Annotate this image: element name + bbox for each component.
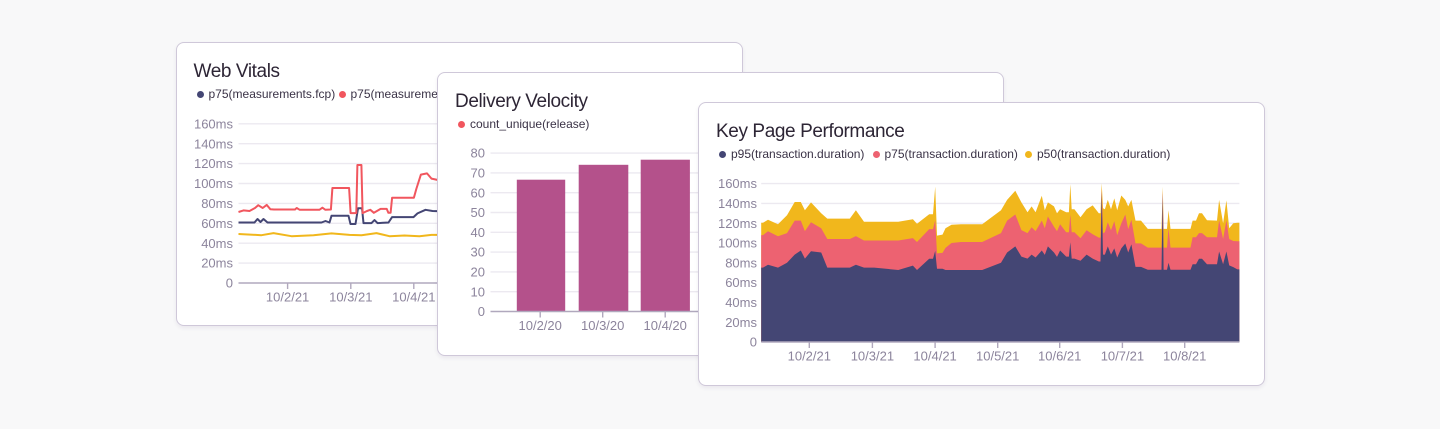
svg-text:100ms: 100ms — [718, 236, 758, 251]
svg-text:0: 0 — [225, 276, 232, 291]
svg-text:20ms: 20ms — [725, 315, 757, 330]
svg-text:40ms: 40ms — [725, 295, 757, 310]
svg-text:120ms: 120ms — [193, 156, 233, 171]
svg-text:20ms: 20ms — [201, 256, 233, 271]
svg-text:70: 70 — [471, 166, 485, 181]
svg-text:10/8/21: 10/8/21 — [1163, 349, 1206, 364]
svg-text:0: 0 — [750, 335, 757, 350]
svg-text:10/4/21: 10/4/21 — [392, 290, 435, 305]
svg-text:10/2/21: 10/2/21 — [788, 349, 831, 364]
svg-text:160ms: 160ms — [718, 176, 758, 191]
svg-text:10: 10 — [471, 284, 485, 299]
svg-text:10/4/20: 10/4/20 — [644, 318, 687, 333]
svg-text:10/6/21: 10/6/21 — [1038, 349, 1081, 364]
svg-text:80ms: 80ms — [725, 255, 757, 270]
svg-text:50: 50 — [471, 205, 485, 220]
svg-text:10/4/21: 10/4/21 — [913, 349, 956, 364]
svg-text:10/2/20: 10/2/20 — [519, 318, 562, 333]
svg-text:30: 30 — [471, 245, 485, 260]
svg-text:80: 80 — [471, 146, 485, 161]
svg-text:140ms: 140ms — [193, 136, 233, 151]
svg-text:10/3/20: 10/3/20 — [581, 318, 624, 333]
svg-text:10/5/21: 10/5/21 — [976, 349, 1019, 364]
svg-text:40ms: 40ms — [201, 236, 233, 251]
svg-text:10/3/21: 10/3/21 — [851, 349, 894, 364]
svg-text:40: 40 — [471, 225, 485, 240]
svg-text:0: 0 — [478, 304, 485, 319]
svg-text:140ms: 140ms — [718, 196, 758, 211]
svg-text:100ms: 100ms — [193, 176, 233, 191]
svg-text:60: 60 — [471, 185, 485, 200]
svg-text:80ms: 80ms — [201, 196, 233, 211]
svg-text:120ms: 120ms — [718, 216, 758, 231]
svg-text:10/3/21: 10/3/21 — [329, 290, 372, 305]
svg-text:160ms: 160ms — [193, 116, 233, 131]
svg-text:20: 20 — [471, 265, 485, 280]
svg-text:10/7/21: 10/7/21 — [1101, 349, 1144, 364]
svg-text:60ms: 60ms — [201, 216, 233, 231]
svg-text:10/2/21: 10/2/21 — [265, 290, 308, 305]
svg-text:60ms: 60ms — [725, 275, 757, 290]
